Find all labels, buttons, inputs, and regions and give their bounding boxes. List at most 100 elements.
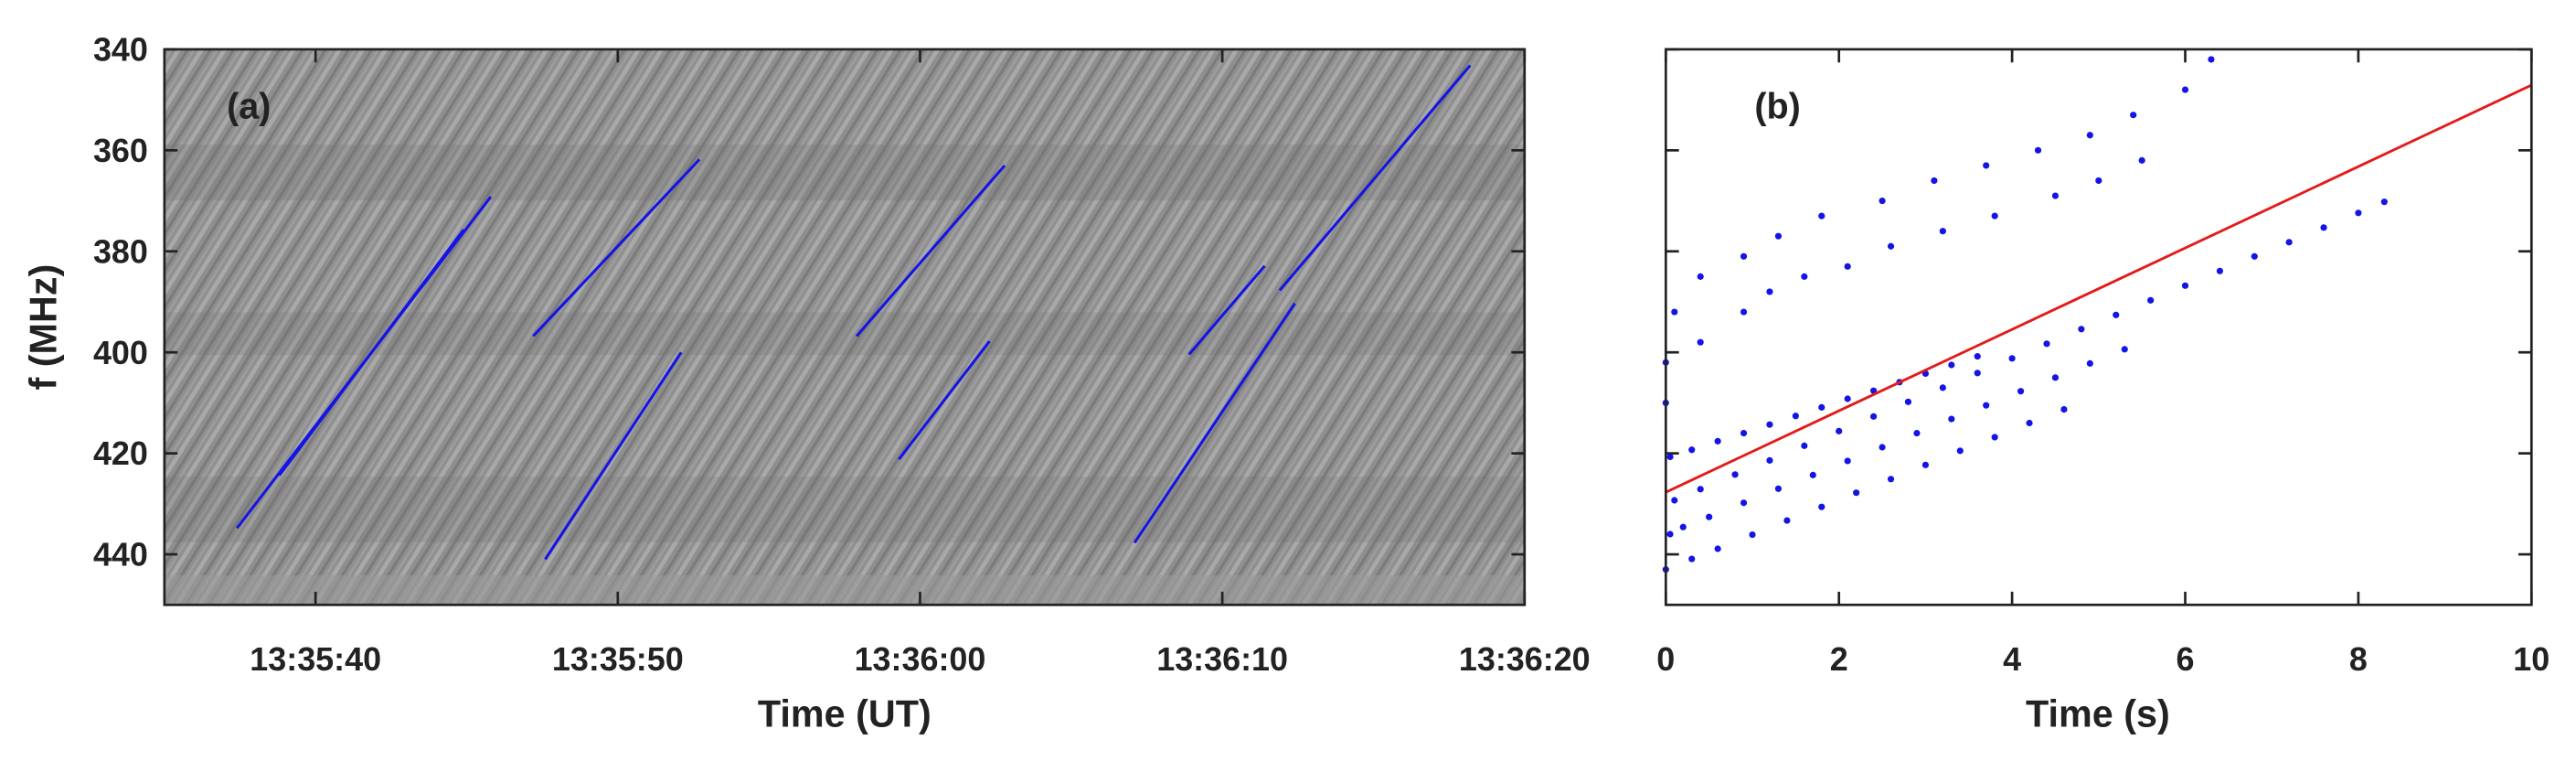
drift-line: [855, 164, 1006, 338]
scatter-point: [1818, 503, 1826, 510]
scatter-point: [2216, 267, 2223, 274]
drift-line: [1133, 302, 1296, 544]
scatter-point: [2034, 146, 2042, 154]
scatter-point: [1956, 447, 1964, 455]
scatter-point: [1887, 476, 1895, 483]
scatter-point: [1879, 444, 1886, 451]
x-tick-label: 13:35:40: [250, 640, 381, 678]
scatter-point: [1983, 402, 1990, 409]
scatter-point: [2181, 282, 2189, 289]
scatter-point: [1853, 489, 1860, 497]
scatter-point: [2078, 326, 2085, 333]
scatter-point: [2017, 388, 2025, 395]
scatter-point: [1774, 485, 1783, 492]
scatter-point: [2355, 209, 2362, 217]
scatter-point: [1688, 446, 1696, 454]
scatter-point: [2208, 56, 2215, 63]
scatter-point: [1783, 517, 1791, 524]
scatter-point: [1731, 471, 1739, 478]
scatter-point: [1740, 308, 1748, 316]
x-tick-label: 0: [1656, 640, 1675, 678]
scatter-point: [1991, 434, 1998, 441]
scatter-point: [2060, 406, 2068, 413]
scatter-point: [1792, 413, 1799, 420]
scatter-point: [1983, 162, 1990, 169]
scatter-point: [1904, 398, 1912, 405]
y-tick-label: 420: [93, 434, 148, 472]
scatter-point: [2181, 86, 2189, 93]
scatter-point: [1740, 252, 1748, 260]
scatter-point: [1714, 437, 1721, 445]
scatter-point: [1939, 228, 1946, 235]
scatter-point: [2095, 177, 2102, 185]
scatter-point: [1766, 421, 1773, 428]
scatter-point: [1801, 273, 1808, 280]
scatter-point: [1740, 429, 1748, 437]
scatter-point: [2320, 224, 2327, 231]
y-tick-label: 400: [93, 334, 148, 371]
scatter-point: [1679, 523, 1687, 531]
scatter-point: [2380, 198, 2388, 206]
scatter-point: [1766, 456, 1773, 464]
x-tick-label: 13:36:00: [855, 640, 986, 678]
scatter-point: [1879, 197, 1886, 205]
scatter-point: [1671, 497, 1678, 504]
scatter-point: [1836, 427, 1843, 434]
scatter-point: [1887, 242, 1895, 250]
scatter-point: [2121, 346, 2128, 353]
scatter-point: [1714, 545, 1721, 552]
drift-line: [278, 229, 465, 477]
scatter-point: [2147, 296, 2155, 304]
scatter-point: [2285, 239, 2293, 246]
scatter-point: [1706, 513, 1713, 520]
scatter-point: [1974, 353, 1981, 360]
scatter-point: [1697, 486, 1704, 493]
scatter-point: [2051, 374, 2060, 381]
scatter-point: [1766, 288, 1773, 295]
y-axis-label: f (MHz): [22, 264, 64, 391]
scatter-point: [1666, 453, 1674, 461]
plot-layer: 13:35:40 13:35:50 13:36:00 13:36:10 13:36:20…: [93, 30, 2549, 678]
scatter-point: [1671, 308, 1678, 316]
scatter-point: [1974, 370, 1981, 377]
scatter-point: [2113, 311, 2120, 318]
scatter-point: [1749, 531, 1756, 539]
x-tick-label: 13:36:10: [1156, 640, 1288, 678]
scatter-point: [1844, 395, 1851, 402]
scatter-point: [1688, 555, 1696, 563]
scatter-point: [1921, 461, 1930, 468]
x-tick-label: 4: [2003, 640, 2021, 678]
scatter-point: [1991, 212, 1998, 220]
fit-line: [1665, 83, 2532, 494]
scatter-point: [1818, 403, 1826, 411]
x-tick-label: 10: [2513, 640, 2549, 678]
axes-frame: [163, 48, 1527, 606]
scatter-point: [1844, 263, 1851, 270]
x-tick-label: 13:35:50: [552, 640, 684, 678]
scatter-point: [1939, 384, 1946, 391]
spectrogram-background: [164, 48, 1525, 606]
scatter-point: [1809, 471, 1816, 478]
scatter-point: [2130, 112, 2137, 119]
scatter-point: [1666, 531, 1674, 538]
scatter-point: [1697, 273, 1704, 280]
scatter-point: [1869, 413, 1878, 420]
scatter-point: [2138, 156, 2145, 164]
x-tick-label: 13:36:20: [1459, 640, 1591, 678]
scatter-point: [1948, 415, 1955, 423]
drift-line: [532, 158, 701, 338]
scatter-point: [1948, 361, 1955, 369]
scatter-point: [1931, 177, 1938, 185]
scatter-point: [1801, 442, 1808, 449]
scatter-point: [1844, 457, 1851, 465]
x-axis-label: Time (s): [2026, 692, 2170, 734]
y-tick-label: 360: [93, 132, 148, 169]
panel-label: (b): [1754, 86, 1800, 126]
x-tick-label: 8: [2349, 640, 2368, 678]
drift-line: [898, 340, 991, 461]
scatter-point: [1913, 429, 1921, 437]
panel-label: (a): [227, 86, 271, 126]
y-tick-label: 340: [93, 30, 148, 68]
drift-line: [544, 351, 683, 561]
x-tick-label: 6: [2177, 640, 2195, 678]
